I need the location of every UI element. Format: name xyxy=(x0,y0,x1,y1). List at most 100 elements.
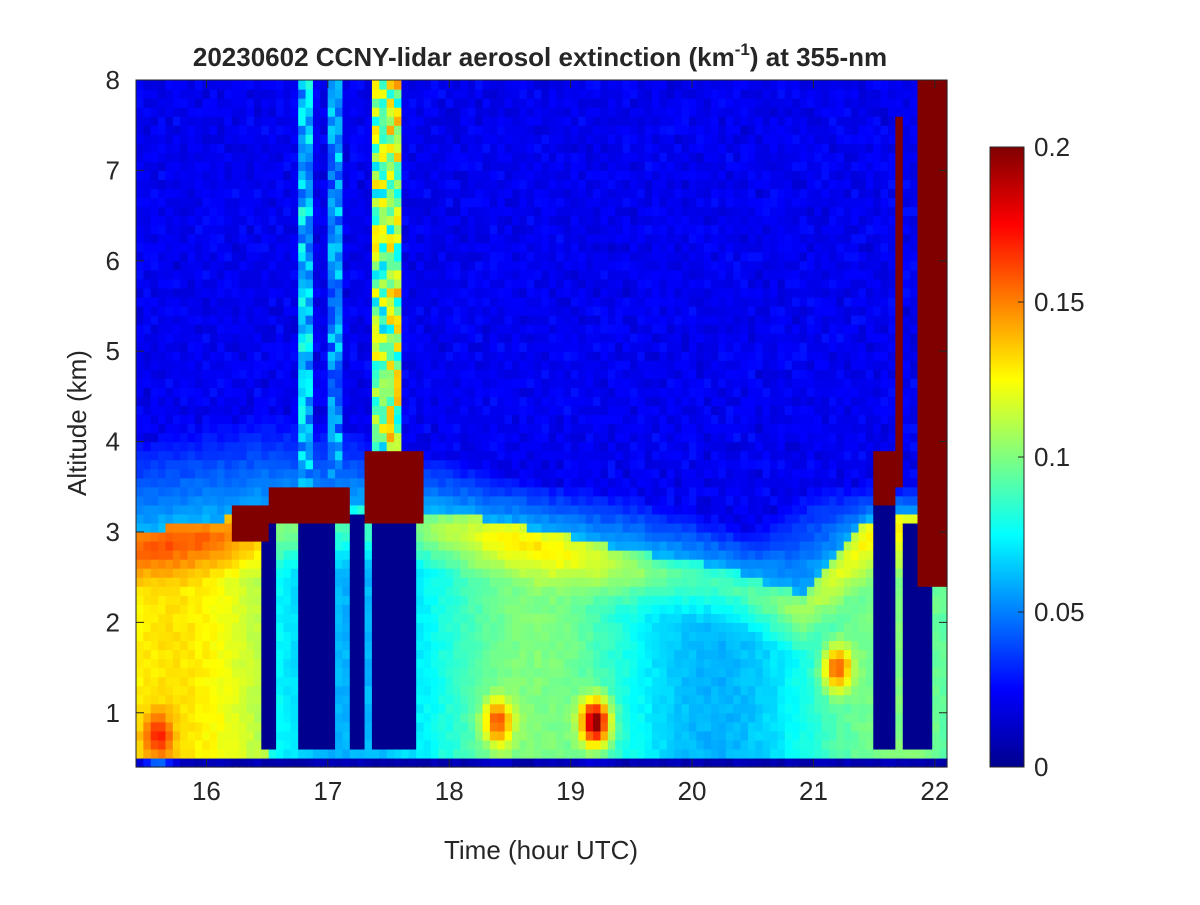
heatmap-cell xyxy=(268,179,277,190)
heatmap-cell xyxy=(349,432,358,443)
heatmap-cell xyxy=(578,739,587,750)
heatmap-cell xyxy=(585,504,594,515)
heatmap-cell xyxy=(467,676,476,687)
heatmap-cell xyxy=(246,197,255,208)
heatmap-cell xyxy=(615,640,624,651)
heatmap-cell xyxy=(150,486,159,497)
heatmap-cell xyxy=(607,170,616,181)
heatmap-cell xyxy=(379,586,388,596)
heatmap-cell xyxy=(246,278,255,289)
heatmap-cell xyxy=(453,423,461,434)
heatmap-cell xyxy=(430,89,439,99)
heatmap-cell xyxy=(239,712,248,723)
heatmap-cell xyxy=(187,613,196,623)
heatmap-cell xyxy=(217,495,226,506)
heatmap-cell xyxy=(158,224,167,235)
heatmap-cell xyxy=(342,477,351,488)
heatmap-cell xyxy=(261,405,270,416)
heatmap-cell xyxy=(438,360,447,370)
heatmap-cell xyxy=(438,568,447,578)
heatmap-cell xyxy=(136,89,144,99)
heatmap-cell xyxy=(239,667,248,678)
heatmap-cell xyxy=(187,224,196,235)
heatmap-cell xyxy=(379,739,388,750)
heatmap-cell xyxy=(239,703,248,714)
heatmap-cell xyxy=(438,296,447,307)
heatmap-cell xyxy=(585,441,594,452)
heatmap-cell xyxy=(165,89,174,99)
heatmap-cell xyxy=(570,89,579,99)
heatmap-cell xyxy=(320,459,329,470)
heatmap-cell xyxy=(143,504,152,515)
heatmap-cell xyxy=(312,459,321,470)
heatmap-cell xyxy=(202,197,211,208)
heatmap-cell xyxy=(489,197,498,208)
heatmap-cell xyxy=(600,197,609,208)
heatmap-cell xyxy=(423,296,432,307)
heatmap-cell xyxy=(430,468,439,479)
heatmap-cell xyxy=(408,748,417,759)
heatmap-cell xyxy=(556,477,565,488)
heatmap-cell xyxy=(401,649,410,660)
heatmap-cell xyxy=(276,116,285,126)
heatmap-cell xyxy=(394,504,403,515)
heatmap-cell xyxy=(504,206,513,217)
heatmap-cell xyxy=(158,125,167,135)
heatmap-cell xyxy=(239,739,248,750)
heatmap-cell xyxy=(150,89,159,99)
heatmap-cell xyxy=(408,712,417,723)
heatmap-cell xyxy=(342,631,351,642)
heatmap-cell xyxy=(194,450,203,461)
heatmap-cell xyxy=(290,450,299,461)
heatmap-cell xyxy=(158,676,167,687)
heatmap-cell xyxy=(349,694,358,705)
heatmap-cell xyxy=(541,577,550,587)
heatmap-cell xyxy=(401,685,410,696)
heatmap-cell xyxy=(209,206,218,217)
heatmap-cell xyxy=(290,296,299,307)
heatmap-cell xyxy=(364,604,373,614)
heatmap-cell xyxy=(607,468,616,479)
heatmap-cell xyxy=(416,568,425,578)
heatmap-cell xyxy=(556,531,565,542)
heatmap-cell xyxy=(445,251,454,262)
heatmap-cell xyxy=(438,712,447,723)
heatmap-cell xyxy=(143,179,152,190)
heatmap-cell xyxy=(541,559,550,569)
heatmap-cell xyxy=(600,242,609,253)
heatmap-cell xyxy=(534,414,543,425)
heatmap-cell xyxy=(327,568,336,578)
heatmap-cell xyxy=(482,179,491,190)
heatmap-cell xyxy=(305,550,314,560)
heatmap-cell xyxy=(526,631,535,642)
heatmap-cell xyxy=(224,287,233,298)
heatmap-cell xyxy=(194,116,203,126)
heatmap-cell xyxy=(143,730,152,741)
heatmap-cell xyxy=(578,721,587,732)
heatmap-cell xyxy=(253,586,262,596)
heatmap-cell xyxy=(298,541,307,551)
heatmap-cell xyxy=(312,324,321,334)
heatmap-cell xyxy=(239,694,248,705)
heatmap-cell xyxy=(475,296,484,307)
heatmap-cell xyxy=(423,504,432,515)
heatmap-cell xyxy=(526,98,535,108)
heatmap-cell xyxy=(430,125,439,135)
heatmap-cell xyxy=(563,658,572,669)
heatmap-cell xyxy=(394,486,403,497)
heatmap-cell xyxy=(438,161,447,171)
heatmap-cell xyxy=(261,269,270,280)
heatmap-cell xyxy=(180,550,189,560)
heatmap-cell xyxy=(290,712,299,723)
heatmap-cell xyxy=(534,577,543,587)
heatmap-cell xyxy=(423,414,432,425)
heatmap-cell xyxy=(290,80,299,90)
heatmap-cell xyxy=(423,80,432,90)
heatmap-cell xyxy=(349,369,358,379)
heatmap-cell xyxy=(172,260,181,271)
heatmap-cell xyxy=(349,342,358,352)
heatmap-cell xyxy=(261,170,270,181)
heatmap-cell xyxy=(150,305,159,316)
heatmap-cell xyxy=(194,206,203,217)
heatmap-cell xyxy=(327,757,336,768)
